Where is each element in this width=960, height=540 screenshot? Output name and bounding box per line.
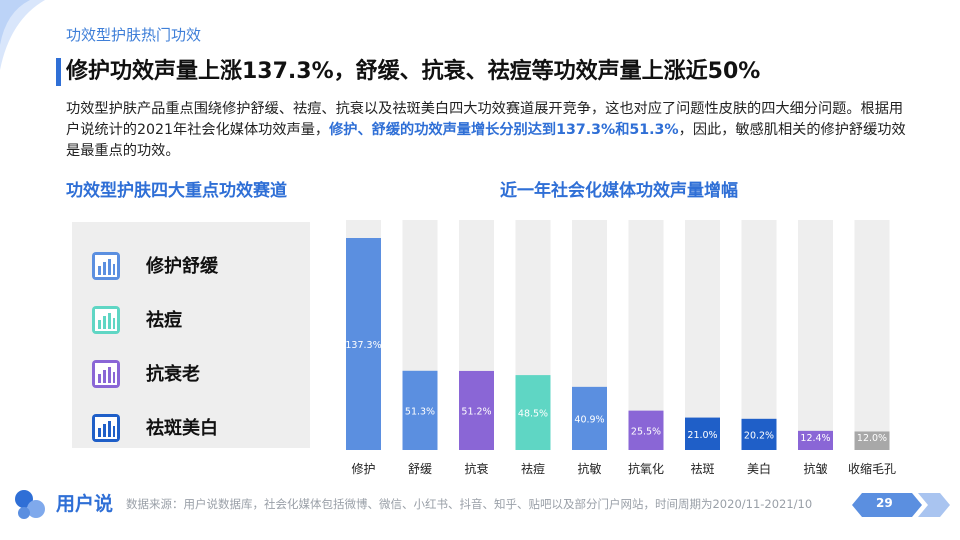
bar-value-label: 21.0% <box>687 430 717 441</box>
bar-track <box>854 220 890 450</box>
bar-value-label: 137.3% <box>345 340 381 351</box>
category-label: 收缩毛孔 <box>848 461 896 476</box>
bar-value-label: 40.9% <box>574 414 604 425</box>
track-label: 祛斑美白 <box>146 418 218 439</box>
bar <box>685 417 720 450</box>
category-label: 抗敏 <box>577 461 601 476</box>
bar-track <box>741 220 777 450</box>
track-item-whitening: 祛斑美白 <box>92 414 292 444</box>
bar-track <box>798 220 833 450</box>
bar <box>798 430 833 450</box>
bar-chart: 137.3% 修护 51.3% 舒缓 51.2% 抗衰 48.5% 祛痘 40.9% 抗敏 25.5… <box>345 220 896 476</box>
bar-value-label: 48.5% <box>518 409 548 420</box>
track-label: 祛痘 <box>146 310 182 331</box>
title-bar: 修护功效声量上涨137.3%，舒缓、抗衰、祛痘等功效声量上涨近50% <box>56 56 904 88</box>
bar-track <box>685 220 720 450</box>
footer-brand: 用户说 <box>56 493 114 515</box>
bar <box>346 238 381 450</box>
track-label: 修护舒缓 <box>146 256 218 277</box>
bar-value-label: 51.2% <box>461 406 491 417</box>
title-accent <box>56 58 61 86</box>
bar-value-label: 12.0% <box>857 433 887 444</box>
bar-value-label: 51.3% <box>405 406 435 417</box>
category-label: 修护 <box>351 461 375 476</box>
description-text-1: 功效型护肤产品重点围绕修护舒缓、祛痘、抗衰以及祛斑美白四大功效赛道展开竞争，这也… <box>66 101 904 138</box>
tracks-panel: 修护舒缓 祛痘 抗衰老 祛斑美白 <box>72 222 310 448</box>
bar-chart-icon <box>92 414 120 442</box>
right-heading: 近一年社会化媒体功效声量增幅 <box>500 181 738 201</box>
bar <box>515 375 551 450</box>
track-item-acne: 祛痘 <box>92 306 292 336</box>
section-tag: 功效型护肤热门功效 <box>66 26 202 44</box>
bar <box>628 410 664 450</box>
bar <box>854 431 890 450</box>
corner-decoration <box>0 0 45 70</box>
page-number: 29 <box>876 496 893 510</box>
bar-chart-icon <box>92 360 120 388</box>
category-label: 抗皱 <box>803 461 827 476</box>
bar-value-label: 12.4% <box>800 433 830 444</box>
bar <box>572 386 607 450</box>
description-highlight: 修护、舒缓的功效声量增长分别达到137.3%和51.3% <box>329 122 679 138</box>
bar-value-label: 25.5% <box>631 426 661 437</box>
track-item-antiaging: 抗衰老 <box>92 360 292 390</box>
page-indicator <box>852 493 950 517</box>
bar <box>741 418 777 450</box>
page-title: 修护功效声量上涨137.3%，舒缓、抗衰、祛痘等功效声量上涨近50% <box>66 59 761 84</box>
description-text-2: ，因此，敏感肌相关的修护舒缓功效是最重点的功效。 <box>66 122 906 159</box>
category-label: 抗氧化 <box>628 461 664 476</box>
track-item-repair: 修护舒缓 <box>92 252 292 282</box>
category-label: 舒缓 <box>408 462 432 476</box>
category-label: 祛痘 <box>521 461 545 476</box>
category-label: 祛斑 <box>690 462 714 476</box>
bar-value-label: 20.2% <box>744 430 774 441</box>
left-heading: 功效型护肤四大重点功效赛道 <box>66 181 287 201</box>
category-label: 美白 <box>747 461 771 476</box>
bar <box>459 370 494 450</box>
bar-chart-icon <box>92 306 120 334</box>
bar-chart-icon <box>92 252 120 280</box>
description: 功效型护肤产品重点围绕修护舒缓、祛痘、抗衰以及祛斑美白四大功效赛道展开竞争，这也… <box>66 99 916 162</box>
brand-logo-icon <box>15 490 45 519</box>
category-label: 抗衰 <box>464 461 488 476</box>
bar <box>402 370 438 450</box>
track-label: 抗衰老 <box>146 364 200 385</box>
data-source-note: 数据来源：用户说数据库，社会化媒体包括微博、微信、小红书、抖音、知乎、贴吧以及部… <box>126 497 813 511</box>
